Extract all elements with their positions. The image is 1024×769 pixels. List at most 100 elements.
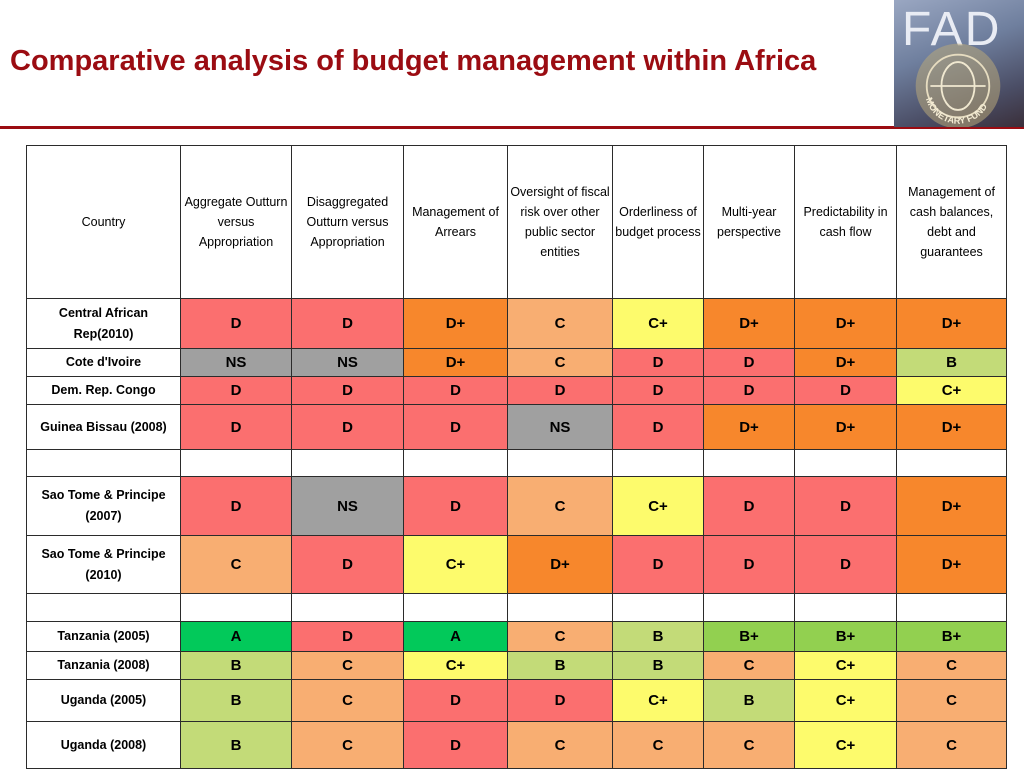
title-divider <box>0 126 1024 129</box>
grade-cell: D <box>403 679 508 722</box>
grade-cell: NS <box>291 476 404 536</box>
table-row: Dem. Rep. Congo D D D D D D D C+ <box>26 376 1007 405</box>
col-header-cash-flow: Predictability in cash flow <box>794 145 897 299</box>
grade-cell: D+ <box>507 535 613 594</box>
grade-cell <box>180 593 292 622</box>
grade-cell <box>507 593 613 622</box>
grade-cell: C <box>291 721 404 769</box>
grade-cell <box>612 449 704 477</box>
grade-cell: D <box>794 535 897 594</box>
grade-cell <box>794 593 897 622</box>
grade-cell: D <box>403 404 508 450</box>
country-cell: Guinea Bissau (2008) <box>26 404 181 450</box>
table-row: Tanzania (2005) A D A C B B+ B+ B+ <box>26 621 1007 652</box>
country-cell: Uganda (2008) <box>26 721 181 769</box>
grade-cell: D+ <box>896 476 1007 536</box>
grade-cell: D <box>403 721 508 769</box>
grade-cell: D <box>291 535 404 594</box>
imf-seal-icon: MONETARY FUND <box>915 43 1001 127</box>
grade-cell <box>180 449 292 477</box>
grade-cell: D+ <box>703 404 795 450</box>
country-cell: Cote d'Ivoire <box>26 348 181 377</box>
grade-cell: D <box>507 376 613 405</box>
grade-cell: NS <box>507 404 613 450</box>
grade-cell: D+ <box>403 298 508 349</box>
grade-cell: D+ <box>896 535 1007 594</box>
grade-cell: D+ <box>794 348 897 377</box>
table-row: Uganda (2005) B C D D C+ B C+ C <box>26 679 1007 722</box>
grade-cell: D+ <box>896 404 1007 450</box>
grade-cell: A <box>180 621 292 652</box>
grade-cell: B+ <box>794 621 897 652</box>
grade-cell: C <box>703 721 795 769</box>
grade-cell <box>507 449 613 477</box>
fad-logo: FAD MONETARY FUND <box>894 0 1024 127</box>
grade-cell: C+ <box>612 679 704 722</box>
table-row: Tanzania (2008) B C C+ B B C C+ C <box>26 651 1007 680</box>
grade-cell: D <box>291 298 404 349</box>
grade-cell: D <box>180 298 292 349</box>
grade-cell: D <box>612 535 704 594</box>
grade-cell: D+ <box>794 298 897 349</box>
grade-cell: B <box>180 679 292 722</box>
grade-cell <box>403 449 508 477</box>
country-cell: Tanzania (2005) <box>26 621 181 652</box>
grade-cell: B <box>180 651 292 680</box>
grade-cell: C+ <box>403 651 508 680</box>
grade-cell <box>794 449 897 477</box>
grade-cell: C <box>507 621 613 652</box>
col-header-fiscal-risk-oversight: Oversight of fiscal risk over other publ… <box>507 145 613 299</box>
grade-cell <box>896 593 1007 622</box>
grade-cell: D <box>403 376 508 405</box>
country-cell: Tanzania (2008) <box>26 651 181 680</box>
grade-cell: D <box>703 535 795 594</box>
country-cell <box>26 593 181 622</box>
grade-cell: D <box>291 621 404 652</box>
header-row: Country Aggregate Outturn versus Appropr… <box>26 145 1007 299</box>
grade-cell: D <box>180 476 292 536</box>
grade-cell <box>703 449 795 477</box>
grade-cell: C <box>507 721 613 769</box>
grade-cell: D <box>703 476 795 536</box>
grade-cell: NS <box>180 348 292 377</box>
grade-cell: D <box>291 404 404 450</box>
grade-cell: B <box>180 721 292 769</box>
grade-cell: B <box>703 679 795 722</box>
table-row: Sao Tome & Principe (2007) D NS D C C+ D D D+ <box>26 476 1007 536</box>
grade-cell: NS <box>291 348 404 377</box>
grade-cell <box>896 449 1007 477</box>
col-header-aggregate-outturn: Aggregate Outturn versus Appropriation <box>180 145 292 299</box>
grade-cell: D <box>703 348 795 377</box>
grade-cell <box>703 593 795 622</box>
grade-cell: C <box>507 476 613 536</box>
table-row: Central African Rep(2010) D D D+ C C+ D+ D+ D+ <box>26 298 1007 349</box>
grade-cell: C <box>896 651 1007 680</box>
grade-cell: C <box>612 721 704 769</box>
col-header-cash-balances: Management of cash balances, debt and gu… <box>896 145 1007 299</box>
grade-cell: C <box>507 298 613 349</box>
col-header-arrears: Management of Arrears <box>403 145 508 299</box>
grade-cell: D <box>794 376 897 405</box>
grade-cell: D <box>794 476 897 536</box>
grade-cell: C+ <box>794 651 897 680</box>
grade-cell: B+ <box>896 621 1007 652</box>
grade-cell: B <box>507 651 613 680</box>
grade-cell: B <box>896 348 1007 377</box>
grade-cell: B+ <box>703 621 795 652</box>
spacer-row <box>26 593 1007 622</box>
grade-cell: D <box>612 348 704 377</box>
grade-cell: C+ <box>612 476 704 536</box>
grade-cell: C <box>180 535 292 594</box>
grade-cell: C <box>896 721 1007 769</box>
table-row: Guinea Bissau (2008) D D D NS D D+ D+ D+ <box>26 404 1007 450</box>
grade-cell: D+ <box>403 348 508 377</box>
country-cell <box>26 449 181 477</box>
country-cell: Central African Rep(2010) <box>26 298 181 349</box>
grade-cell <box>291 593 404 622</box>
grade-cell: D+ <box>703 298 795 349</box>
grade-cell: C <box>703 651 795 680</box>
grade-cell <box>291 449 404 477</box>
grade-cell: D <box>291 376 404 405</box>
grade-cell: C+ <box>794 721 897 769</box>
grade-cell: B <box>612 621 704 652</box>
